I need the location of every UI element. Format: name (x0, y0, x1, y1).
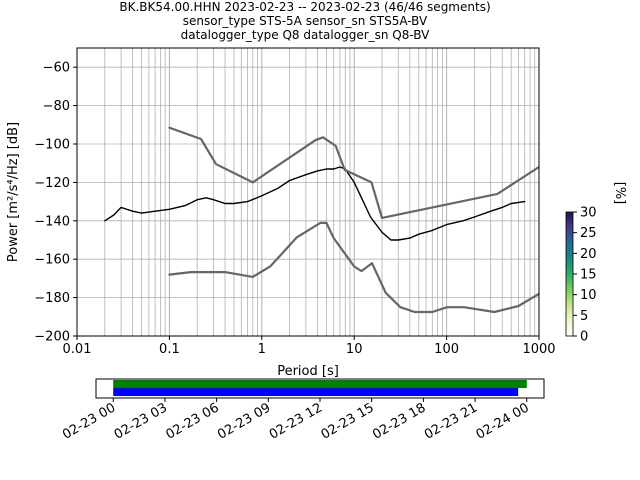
timeline-tick-label: 02-23 03 (112, 400, 170, 442)
y-tick-label: −100 (34, 138, 70, 153)
timeline-tick-label: 02-23 15 (319, 400, 377, 442)
y-tick-label: −180 (34, 291, 70, 306)
colorbar-label: [%] (612, 182, 627, 205)
y-axis-label: Power [m²/s⁴/Hz] [dB] (6, 122, 21, 262)
nlnm-line (168, 221, 539, 314)
chart-subtitle-datalogger: datalogger_type Q8 datalogger_sn Q8-BV (180, 28, 430, 42)
y-tick-label: −200 (34, 330, 70, 345)
x-tick-label: 1 (258, 342, 266, 357)
colorbar-tick-label: 10 (580, 288, 597, 303)
colorbar-ticks: 0 5 10 15 20 25 30 [%] (573, 182, 627, 345)
timeline-bar-blue (113, 388, 519, 396)
timeline-tick-label: 02-23 21 (422, 400, 480, 442)
timeline-tick-label: 02-24 00 (474, 400, 532, 442)
timeline-tick-label: 02-23 18 (370, 400, 428, 442)
y-tick-label: −120 (34, 176, 70, 191)
x-tick-label: 0.1 (159, 342, 180, 357)
chart-title: BK.BK54.00.HHN 2023-02-23 -- 2023-02-23 … (119, 0, 491, 14)
timeline-tick-label: 02-23 09 (215, 400, 273, 442)
timeline-tick-label: 02-23 06 (163, 400, 221, 442)
nhnm-line (168, 126, 539, 219)
colorbar-tick-label: 25 (580, 226, 597, 241)
timeline-tick-label: 02-23 00 (60, 400, 118, 442)
timeline-bar-green (113, 380, 527, 388)
y-tick-label: −160 (34, 253, 70, 268)
plot-frame (76, 47, 540, 337)
axes: 0.01 0.1 1 10 100 1000 −200 −180 −160 −140 −120 −10… (6, 61, 556, 379)
colorbar-tick-label: 15 (580, 268, 597, 283)
x-tick-label: 1000 (522, 342, 555, 357)
x-tick-label: 100 (434, 342, 459, 357)
colorbar-tick-label: 30 (580, 206, 597, 221)
x-tick-label: 0.01 (63, 342, 92, 357)
mode-line (104, 166, 526, 241)
colorbar (565, 211, 574, 337)
timeline-tick-label: 02-23 12 (267, 400, 325, 442)
x-axis-label: Period [s] (277, 364, 339, 379)
y-tick-label: −140 (34, 214, 70, 229)
y-tick-label: −60 (43, 61, 70, 76)
colorbar-tick-label: 20 (580, 247, 597, 262)
colorbar-tick-label: 0 (580, 330, 588, 345)
grid (76, 48, 539, 337)
chart-subtitle-sensor: sensor_type STS-5A sensor_sn STS5A-BV (182, 14, 428, 28)
colorbar-tick-label: 5 (580, 309, 588, 324)
y-tick-label: −80 (43, 99, 70, 114)
series-lines (104, 126, 539, 314)
x-tick-label: 10 (346, 342, 363, 357)
